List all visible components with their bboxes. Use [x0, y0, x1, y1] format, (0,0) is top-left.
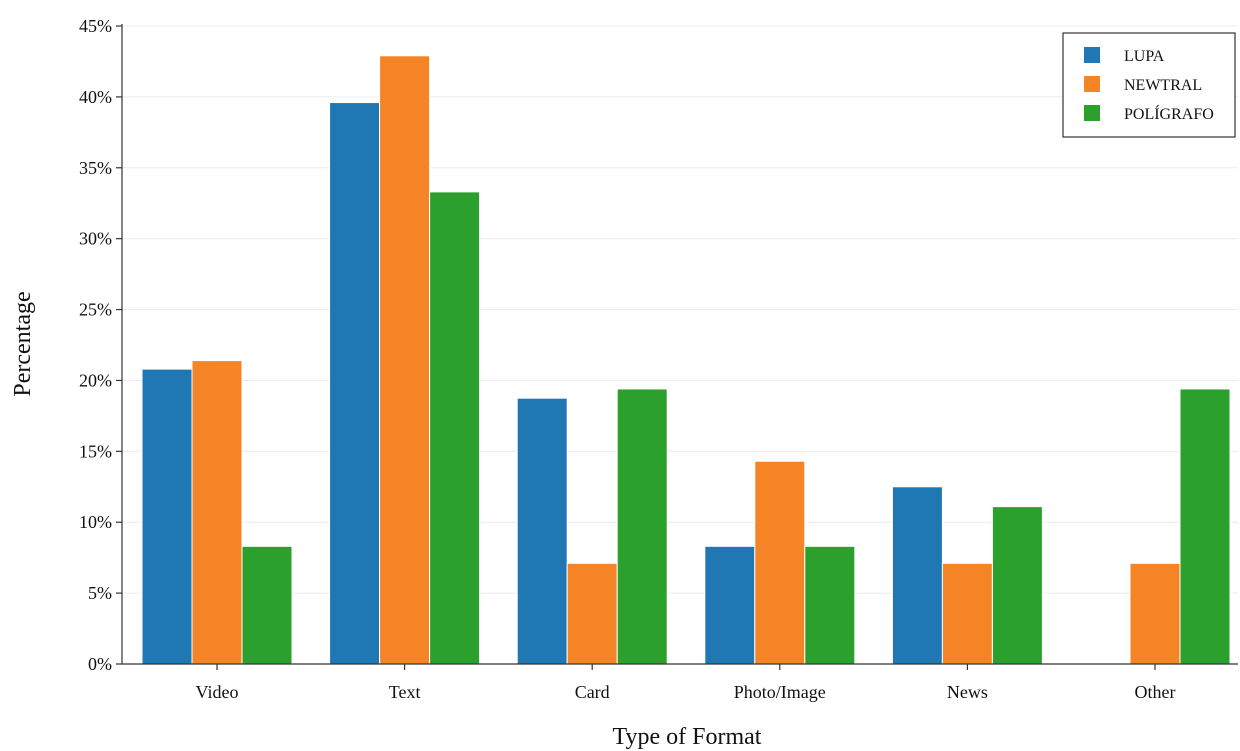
y-tick-label: 40% — [79, 87, 112, 107]
y-tick-label: 25% — [79, 300, 112, 320]
legend-label: LUPA — [1124, 48, 1165, 65]
bar-newtral-video — [191, 360, 243, 665]
y-tick-label: 20% — [79, 370, 112, 390]
y-axis-title: Percentage — [10, 291, 36, 396]
bar-polgrafo-card — [616, 388, 668, 665]
bar-newtral-text — [379, 55, 431, 665]
y-tick-label: 15% — [79, 441, 112, 461]
x-tick-label: Card — [575, 682, 610, 702]
legend-swatch — [1084, 47, 1100, 63]
bar-newtral-other — [1129, 562, 1181, 665]
bar-polgrafo-other — [1179, 388, 1231, 665]
x-tick-label: Photo/Image — [734, 682, 826, 702]
bars — [141, 55, 1231, 665]
bar-lupa-card — [516, 397, 568, 665]
legend-label: NEWTRAL — [1124, 77, 1202, 94]
y-tick-label: 10% — [79, 512, 112, 532]
bar-lupa-news — [891, 486, 943, 665]
bar-newtral-card — [566, 562, 618, 665]
x-tick-label: Text — [389, 682, 421, 702]
bar-polgrafo-photoimage — [804, 545, 856, 665]
y-tick-label: 35% — [79, 158, 112, 178]
bar-lupa-text — [329, 102, 381, 665]
bar-lupa-photoimage — [704, 545, 756, 665]
bar-newtral-news — [941, 562, 993, 665]
axes: 0% 5% 10% 15% 20% 25% 30% 35% 40% 45% Video Text Car… — [79, 16, 1238, 702]
bar-polgrafo-text — [429, 191, 481, 665]
x-tick-label: Other — [1135, 682, 1176, 702]
bar-lupa-video — [141, 368, 193, 665]
y-tick-label: 30% — [79, 229, 112, 249]
legend-swatch — [1084, 105, 1100, 121]
y-tick-label: 5% — [88, 583, 112, 603]
bar-polgrafo-video — [241, 545, 293, 665]
y-tick-label: 45% — [79, 16, 112, 36]
gridlines — [122, 25, 1238, 594]
x-tick-label: News — [947, 682, 988, 702]
legend-label: POLÍGRAFO — [1124, 104, 1214, 123]
y-tick-label: 0% — [88, 654, 112, 674]
bar-polgrafo-news — [991, 506, 1043, 665]
x-axis-title: Type of Format — [613, 724, 762, 750]
legend-swatch — [1084, 76, 1100, 92]
legend: LUPA NEWTRAL POLÍGRAFO — [1062, 32, 1236, 138]
bar-newtral-photoimage — [754, 460, 806, 665]
x-tick-label: Video — [196, 682, 239, 702]
